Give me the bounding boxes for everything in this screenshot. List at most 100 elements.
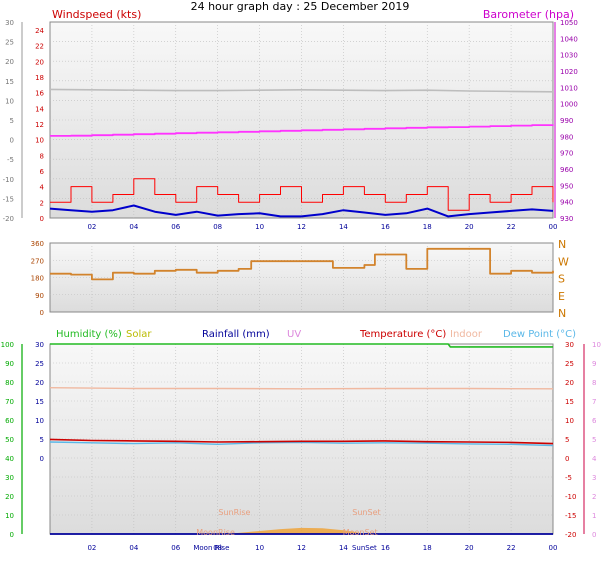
temperature-tick-label: 20 — [565, 379, 574, 387]
wind-inner-tick-label: 10 — [35, 137, 44, 145]
rainfall-tick-label: 15 — [35, 398, 44, 406]
wind-inner-tick-label: 24 — [35, 27, 44, 35]
chart-title: 24 hour graph day : 25 December 2019 — [191, 0, 410, 13]
indoor-legend: Indoor — [450, 329, 483, 340]
barometer-tick-label: 1030 — [560, 52, 578, 60]
temperature-tick-label: -10 — [565, 493, 576, 501]
temperature-line — [49, 438, 554, 445]
barometer-tick-label: 970 — [560, 150, 573, 158]
humidity-tick-label: 90 — [5, 360, 14, 368]
wind-x-tick-label: 16 — [381, 223, 390, 231]
windspeed-legend: Windspeed (kts) — [52, 8, 141, 21]
wind-inner-tick-label: 6 — [40, 168, 45, 176]
barometer-tick-label: 980 — [560, 133, 573, 141]
temperature-x-tick-label: 02 — [87, 544, 96, 552]
moonrise-annotation: MoonRise — [196, 528, 235, 537]
temperature-x-tick-label: 08 — [213, 544, 222, 552]
temperature-x-tick-label: 12 — [297, 544, 306, 552]
wind-outer-tick-label: 0 — [10, 137, 14, 145]
barometer-tick-label: 1010 — [560, 84, 578, 92]
wind-x-tick-label: 12 — [297, 223, 306, 231]
humidity-tick-label: 100 — [1, 341, 14, 349]
sunrise-annotation: SunRise — [218, 508, 250, 517]
rainfall-legend: Rainfall (mm) — [202, 329, 270, 340]
wind-x-tick-label: 22 — [507, 223, 516, 231]
uv-tick-label: 2 — [592, 493, 596, 501]
wind-outer-tick-label: -20 — [3, 215, 14, 223]
wind-inner-tick-label: 2 — [40, 199, 44, 207]
series-lines — [49, 88, 554, 535]
wind-x-tick-label: 14 — [339, 223, 348, 231]
wind-outer-tick-label: -15 — [3, 195, 14, 203]
temperature-x-tick-label: 06 — [171, 544, 180, 552]
uv-tick-label: 9 — [592, 360, 596, 368]
barometer-tick-label: 930 — [560, 215, 573, 223]
wind-x-tick-label: 00 — [549, 223, 558, 231]
uv-tick-label: 7 — [592, 398, 596, 406]
wind-x-tick-label: 10 — [255, 223, 264, 231]
wind-inner-tick-label: 16 — [35, 90, 44, 98]
chart-text: 24 hour graph day : 25 December 2019 Win… — [1, 0, 601, 552]
dewpoint-line — [49, 441, 554, 447]
temperature-x-tick-label: 10 — [255, 544, 264, 552]
dewpoint-legend: Dew Point (°C) — [503, 329, 576, 340]
wind-inner-tick-label: 8 — [40, 152, 44, 160]
rainfall-tick-label: 10 — [35, 417, 44, 425]
temperature-tick-label: 5 — [565, 436, 569, 444]
wind-outer-tick-label: 15 — [5, 78, 14, 86]
temperature-x-tick-label: 00 — [549, 544, 558, 552]
temperature-x-tick-label: 18 — [423, 544, 432, 552]
temperature-x-tick-label: 14 — [339, 544, 348, 552]
wind-x-tick-label: 18 — [423, 223, 432, 231]
wind-x-tick-label: 20 — [465, 223, 474, 231]
barometer-tick-label: 1040 — [560, 35, 578, 43]
barometer-tick-label: 1020 — [560, 68, 578, 76]
uv-tick-label: 0 — [592, 531, 596, 539]
wind-direction-line — [50, 247, 554, 281]
wind-x-tick-label: 08 — [213, 223, 222, 231]
direction-tick-label: 180 — [31, 275, 44, 283]
barometer-line — [50, 124, 554, 137]
wind-gust-line — [50, 178, 554, 211]
direction-tick-label: 360 — [31, 240, 44, 248]
compass-label: N — [558, 238, 566, 251]
moonrise-axis-label: Moon Rise — [193, 544, 229, 552]
humidity-tick-label: 50 — [5, 436, 14, 444]
wind-outer-tick-label: 25 — [5, 39, 14, 47]
plot-backgrounds — [49, 21, 554, 535]
direction-tick-label: 0 — [40, 309, 44, 317]
wind-inner-tick-label: 20 — [35, 58, 44, 66]
wind-inner-tick-label: 22 — [35, 43, 44, 51]
rainfall-tick-label: 0 — [40, 455, 44, 463]
moonset-annotation: MoonSet — [343, 528, 378, 537]
humidity-line — [50, 343, 553, 348]
barometer-tick-label: 1000 — [560, 101, 578, 109]
wind-inner-tick-label: 4 — [40, 184, 45, 192]
wind-outer-tick-label: -10 — [3, 176, 14, 184]
indoor-line — [49, 387, 554, 390]
grid-lines — [21, 22, 585, 534]
direction-tick-label: 90 — [35, 292, 44, 300]
temperature-tick-label: 30 — [565, 341, 574, 349]
barometer-tick-label: 940 — [560, 199, 573, 207]
wind-inner-tick-label: 0 — [40, 215, 44, 223]
sunset-annotation: SunSet — [352, 508, 380, 517]
humidity-tick-label: 40 — [5, 455, 14, 463]
uv-tick-label: 10 — [592, 341, 601, 349]
rainfall-tick-label: 5 — [40, 436, 44, 444]
wind-x-tick-label: 06 — [171, 223, 180, 231]
humidity-tick-label: 80 — [5, 379, 14, 387]
rainfall-tick-label: 20 — [35, 379, 44, 387]
barometer-tick-label: 960 — [560, 166, 573, 174]
temperature-tick-label: 25 — [565, 360, 574, 368]
uv-legend: UV — [287, 329, 301, 340]
barometer-tick-label: 990 — [560, 117, 573, 125]
wind-inner-tick-label: 18 — [35, 74, 44, 82]
direction-tick-label: 270 — [31, 257, 44, 265]
compass-label: S — [558, 273, 565, 286]
uv-tick-label: 8 — [592, 379, 596, 387]
temperature-legend: Temperature (°C) — [359, 329, 446, 340]
temperature-x-tick-label: 22 — [507, 544, 516, 552]
wind-outer-tick-label: -5 — [7, 156, 14, 164]
